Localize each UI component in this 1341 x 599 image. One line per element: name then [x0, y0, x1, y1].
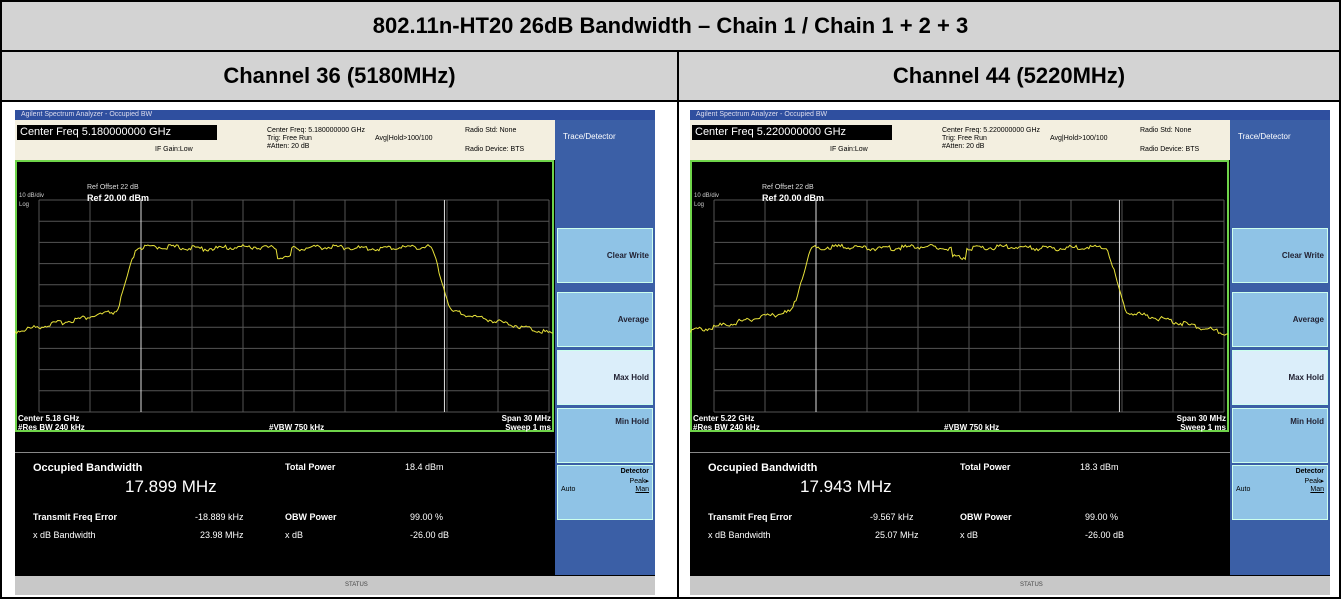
occupied-bw: 17.943 MHz [800, 477, 892, 497]
menu-button[interactable]: Min Hold [557, 408, 653, 463]
center-label: Center 5.22 GHz [693, 414, 754, 423]
radio-std: Radio Std: None [1140, 127, 1191, 134]
occupied-bw-label: Occupied Bandwidth [33, 462, 142, 474]
menu-button[interactable]: Max Hold [557, 350, 653, 405]
center-freq-box: Center Freq 5.220000000 GHz [692, 125, 892, 140]
detector-label: Detector [1296, 468, 1324, 475]
menu-title: Trace/Detector [1238, 132, 1291, 141]
detector-label: Detector [621, 468, 649, 475]
total-power: 18.3 dBm [1080, 462, 1119, 472]
obw-power: 99.00 % [410, 512, 443, 522]
title: 802.11n-HT20 26dB Bandwidth – Chain 1 / … [373, 13, 968, 39]
ref-level: Ref 20.00 dBm [87, 193, 149, 203]
xdb-bw-label: x dB Bandwidth [708, 530, 771, 540]
menu-button[interactable]: Average [557, 292, 653, 347]
freq-error-label: Transmit Freq Error [708, 512, 792, 522]
menu-title: Trace/Detector [563, 132, 616, 141]
radio-device: Radio Device: BTS [1140, 146, 1199, 153]
window-title-bar: Agilent Spectrum Analyzer - Occupied BW [690, 110, 1330, 120]
setting: Center Freq: 5.220000000 GHz [942, 127, 1040, 134]
vbw: #VBW 750 kHz [269, 423, 324, 432]
span: Span 30 MHz [1177, 414, 1226, 423]
freq-error-label: Transmit Freq Error [33, 512, 117, 522]
status-bar: STATUS [690, 576, 1330, 595]
menu-button[interactable]: Average [1232, 292, 1328, 347]
detector-auto: Auto [1236, 486, 1250, 493]
sweep: Sweep 1 ms [1180, 423, 1226, 432]
occupied-bw-label: Occupied Bandwidth [708, 462, 817, 474]
detector-mode: Peak▸ [1305, 477, 1324, 485]
scale: 10 dB/div [19, 193, 44, 199]
span: Span 30 MHz [502, 414, 551, 423]
menu-button[interactable]: Clear Write [557, 228, 653, 283]
menu-button[interactable]: Clear Write [1232, 228, 1328, 283]
window-title-bar: Agilent Spectrum Analyzer - Occupied BW [15, 110, 655, 120]
ref-offset: Ref Offset 22 dB [87, 184, 139, 191]
log: Log [694, 202, 704, 208]
radio-std: Radio Std: None [465, 127, 516, 134]
xdb-bw-label: x dB Bandwidth [33, 530, 96, 540]
obw-power: 99.00 % [1085, 512, 1118, 522]
heading-cell: Channel 44 (5220MHz) [677, 50, 1341, 102]
avg-hold: Avg|Hold>100/100 [1050, 135, 1108, 142]
center-label: Center 5.18 GHz [18, 414, 79, 423]
status-bar: STATUS [15, 576, 655, 595]
xdb-bw: 23.98 MHz [200, 530, 244, 540]
detector-auto: Auto [561, 486, 575, 493]
page: 802.11n-HT20 26dB Bandwidth – Chain 1 / … [0, 0, 1341, 599]
xdb-label: x dB [960, 530, 978, 540]
radio-device: Radio Device: BTS [465, 146, 524, 153]
log: Log [19, 202, 29, 208]
detector-man: Man [635, 486, 649, 493]
heading: Channel 44 (5220MHz) [893, 63, 1125, 89]
obw-power-label: OBW Power [285, 512, 337, 522]
setting: #Atten: 20 dB [942, 143, 984, 150]
setting: Trig: Free Run [942, 135, 987, 142]
setting: #Atten: 20 dB [267, 143, 309, 150]
res-bw: #Res BW 240 kHz [18, 423, 85, 432]
analyzer-screenshot: Agilent Spectrum Analyzer - Occupied BW C… [690, 110, 1330, 595]
res-bw: #Res BW 240 kHz [693, 423, 760, 432]
xdb: -26.00 dB [1085, 530, 1124, 540]
spectrum-display [690, 160, 1230, 452]
sweep: Sweep 1 ms [505, 423, 551, 432]
vbw: #VBW 750 kHz [944, 423, 999, 432]
setting: Trig: Free Run [267, 135, 312, 142]
center-freq-box: Center Freq 5.180000000 GHz [17, 125, 217, 140]
spectrum-display [15, 160, 555, 452]
analyzer-screenshot: Agilent Spectrum Analyzer - Occupied BW C… [15, 110, 655, 595]
total-power-label: Total Power [960, 462, 1010, 472]
setting: Center Freq: 5.180000000 GHz [267, 127, 365, 134]
occupied-bw: 17.899 MHz [125, 477, 217, 497]
scale: 10 dB/div [694, 193, 719, 199]
xdb: -26.00 dB [410, 530, 449, 540]
if-gain: IF Gain:Low [155, 146, 193, 153]
xdb-label: x dB [285, 530, 303, 540]
heading: Channel 36 (5180MHz) [223, 63, 455, 89]
total-power: 18.4 dBm [405, 462, 444, 472]
ref-level: Ref 20.00 dBm [762, 193, 824, 203]
obw-power-label: OBW Power [960, 512, 1012, 522]
detector-man: Man [1310, 486, 1324, 493]
total-power-label: Total Power [285, 462, 335, 472]
avg-hold: Avg|Hold>100/100 [375, 135, 433, 142]
menu-button[interactable]: Min Hold [1232, 408, 1328, 463]
freq-error: -18.889 kHz [195, 512, 244, 522]
detector-mode: Peak▸ [630, 477, 649, 485]
freq-error: -9.567 kHz [870, 512, 914, 522]
title-cell: 802.11n-HT20 26dB Bandwidth – Chain 1 / … [0, 0, 1341, 52]
xdb-bw: 25.07 MHz [875, 530, 919, 540]
ref-offset: Ref Offset 22 dB [762, 184, 814, 191]
heading-cell: Channel 36 (5180MHz) [0, 50, 679, 102]
if-gain: IF Gain:Low [830, 146, 868, 153]
menu-button[interactable]: Max Hold [1232, 350, 1328, 405]
